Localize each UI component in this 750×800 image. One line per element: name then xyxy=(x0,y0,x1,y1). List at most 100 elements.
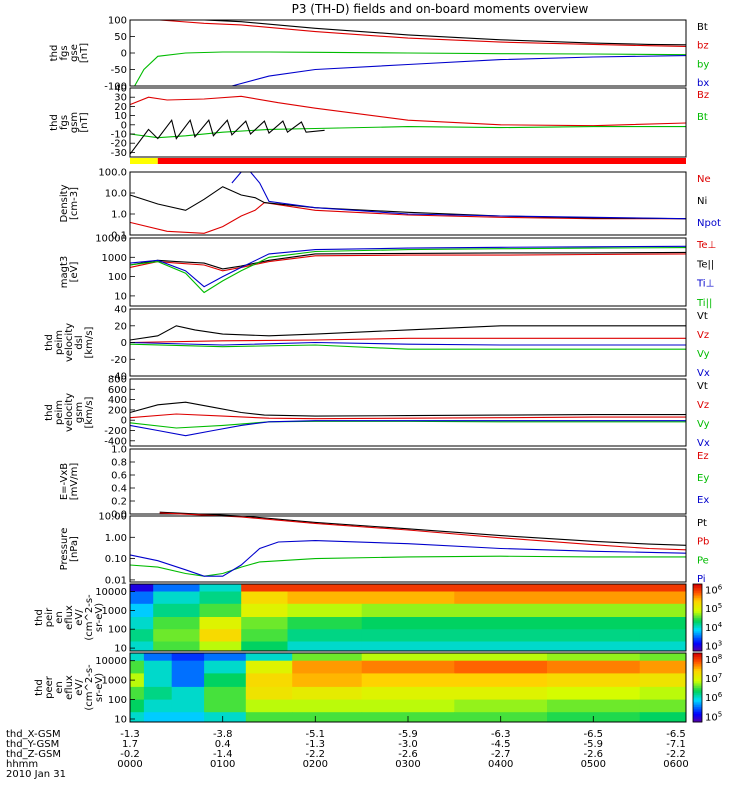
heatmap-cell xyxy=(153,584,200,592)
heatmap-cell xyxy=(547,584,641,592)
colorbar-cell xyxy=(693,619,702,622)
colorbar-cell xyxy=(693,642,702,645)
colorbar-cell xyxy=(693,656,702,659)
y-tick-label: 100.0 xyxy=(98,168,127,179)
series-line-Bt xyxy=(159,19,687,46)
colorbar-cell xyxy=(693,644,702,647)
heatmap-cell xyxy=(547,617,641,630)
legend-entry: by xyxy=(697,59,709,70)
colorbar-cell xyxy=(693,672,702,675)
legend-entry: Vx xyxy=(697,368,710,379)
series-line-Vx xyxy=(129,341,686,346)
colorbar-cell xyxy=(693,599,702,602)
colorbar-cell xyxy=(693,658,702,661)
y-axis-label: thdpeimvelocitygsm[km/s] xyxy=(44,393,95,432)
y-tick-label: 10 xyxy=(114,111,127,122)
colorbar-cell xyxy=(693,663,702,666)
colorbar-cell xyxy=(693,704,702,707)
y-tick-label: 100 xyxy=(108,695,127,706)
y-tick-label: 0.4 xyxy=(111,484,127,495)
panel-frame xyxy=(129,237,687,307)
heatmap-cell xyxy=(292,660,363,674)
series-line-Ti⊥ xyxy=(129,245,687,288)
colorbar-frame xyxy=(692,652,703,723)
colorbar-cell xyxy=(693,668,702,671)
x-axis-group: thd_X-GSM -1.3 -3.8 -5.1 -5.9 -6.3 -6.5 -6.5 thd… xyxy=(6,716,689,780)
legend-entry: Ne xyxy=(697,174,711,185)
colorbar-cell xyxy=(693,594,702,597)
y-axis-label: Density[cm-3] xyxy=(59,184,80,222)
heatmap-cell xyxy=(199,591,242,605)
heatmap-cell xyxy=(143,660,173,674)
y-tick-label: 10 xyxy=(114,644,127,655)
colorbar-cell xyxy=(693,713,702,716)
y-tick-label: 1000 xyxy=(102,253,127,264)
heatmap-cell xyxy=(547,591,641,605)
colorbar-cell xyxy=(693,685,702,688)
heatmap-cell xyxy=(241,584,288,592)
colorbar-cell xyxy=(693,627,702,630)
series-line-Ti|| xyxy=(129,247,687,294)
legend-entry: bz xyxy=(697,41,709,52)
y-tick-label: 0 xyxy=(121,416,127,427)
legend-entry: Npot xyxy=(697,218,721,229)
series-line-by xyxy=(134,51,687,87)
colorbar-cell xyxy=(693,709,702,713)
heatmap-cell xyxy=(454,584,548,592)
heatmap-cell xyxy=(547,660,641,674)
y-tick-label: 1.00 xyxy=(105,533,127,544)
legend-entry: Pe xyxy=(697,555,709,566)
x-axis-value: -7.1 xyxy=(666,739,686,750)
colorbar-cell xyxy=(693,646,702,649)
y-tick-label: -200 xyxy=(104,426,127,437)
heatmap-cell xyxy=(361,584,455,592)
x-axis-date: 2010 Jan 31 xyxy=(6,769,66,780)
series-line-Vt xyxy=(129,401,686,417)
legend-entry: Pt xyxy=(697,518,707,529)
series-line-Pt xyxy=(159,511,687,546)
heatmap-cell xyxy=(361,641,455,652)
colorbar-frame xyxy=(692,583,703,652)
x-axis-row-label: thd_Z-GSM xyxy=(6,749,61,760)
colorbar-cell xyxy=(693,653,702,656)
y-tick-label: 1000 xyxy=(102,676,127,687)
colorbar-tick-label: 106 xyxy=(705,691,723,704)
y-tick-label: 10.00 xyxy=(98,512,127,523)
legend-entry: Ex xyxy=(697,495,709,506)
y-tick-label: 400 xyxy=(108,395,127,406)
y-tick-label: 0 xyxy=(121,49,127,60)
heatmap-cell xyxy=(171,699,205,713)
legend-entry: Bz xyxy=(697,90,709,101)
x-axis-value: -5.9 xyxy=(584,739,604,750)
heatmap-cell xyxy=(547,673,641,688)
colorbar-cell xyxy=(693,602,702,605)
heatmap-cell xyxy=(547,629,641,642)
heatmap-cell xyxy=(454,641,548,652)
legend-entry: Vz xyxy=(697,330,709,341)
colorbar-cell xyxy=(693,711,702,714)
heatmap-cell xyxy=(130,591,154,605)
x-axis-value: 0.4 xyxy=(215,739,231,750)
colorbar-cell xyxy=(693,637,702,640)
quality-bar-segment xyxy=(130,158,158,164)
heatmap-cell xyxy=(639,699,687,713)
colorbar-cell xyxy=(693,715,702,718)
heatmap-cell xyxy=(143,699,173,713)
y-tick-label: 40 xyxy=(114,305,127,316)
y-tick-label: 1000 xyxy=(102,606,127,617)
y-tick-label: 10 xyxy=(114,715,127,726)
colorbar-cell xyxy=(693,682,702,685)
heatmap-cell xyxy=(199,629,242,642)
heatmap-cell xyxy=(130,629,154,642)
x-axis-row-label: thd_X-GSM xyxy=(6,729,61,740)
heatmap-cell xyxy=(454,686,548,700)
x-axis-value: -0.2 xyxy=(120,749,140,760)
colorbar-tick-label: 103 xyxy=(705,639,722,652)
colorbar-cell xyxy=(693,635,702,639)
heatmap-cell xyxy=(361,653,455,662)
x-axis-value: -1.4 xyxy=(213,749,233,760)
y-tick-label: -100 xyxy=(104,82,127,93)
colorbar-cell xyxy=(693,703,702,706)
heatmap-cell xyxy=(287,629,363,642)
